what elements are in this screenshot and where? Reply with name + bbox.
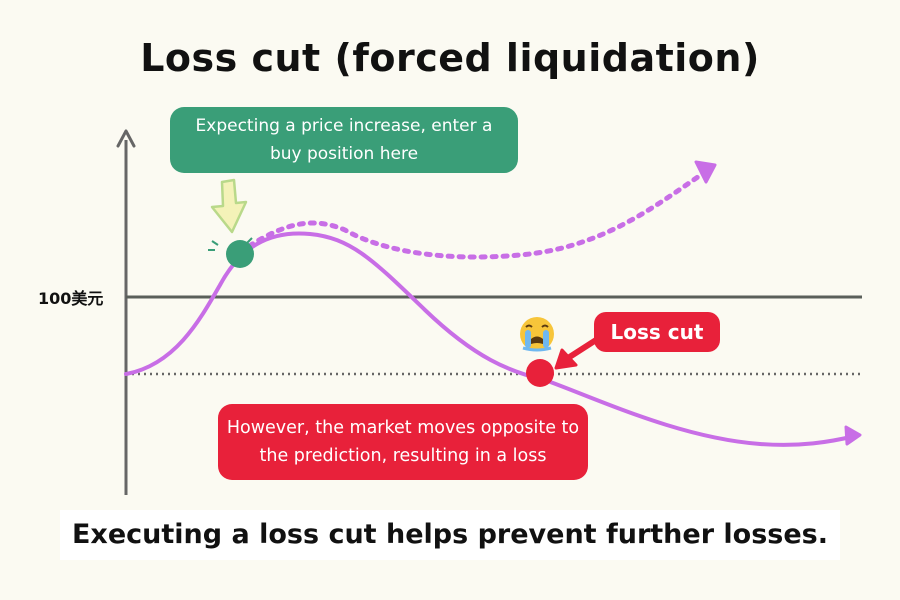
loss-cut-pointer-arrow-icon	[554, 348, 578, 370]
sparkle-mark	[211, 240, 219, 246]
loss-cut-pointer-arrow	[565, 337, 599, 361]
expected-path-arrow-icon	[694, 160, 717, 184]
market-moves-callout: However, the market moves opposite to th…	[218, 404, 588, 480]
actual-price-path	[124, 231, 857, 447]
page-title: Loss cut (forced liquidation)	[140, 36, 760, 80]
caption: Executing a loss cut helps prevent furth…	[60, 510, 840, 560]
loss-cut-point	[526, 359, 554, 387]
loss-cut-callout: Loss cut	[594, 312, 720, 352]
sparkle-mark	[246, 237, 253, 244]
entry-point	[226, 240, 254, 268]
price-level-label: 100美元	[38, 289, 104, 308]
buy-entry-callout: Expecting a price increase, enter a buy …	[170, 107, 518, 173]
crying-face-icon	[520, 317, 554, 352]
y-axis-arrow-icon	[116, 129, 136, 148]
down-arrow-icon	[210, 178, 248, 234]
actual-path-arrow-icon	[844, 425, 862, 446]
expected-price-path	[237, 169, 708, 260]
